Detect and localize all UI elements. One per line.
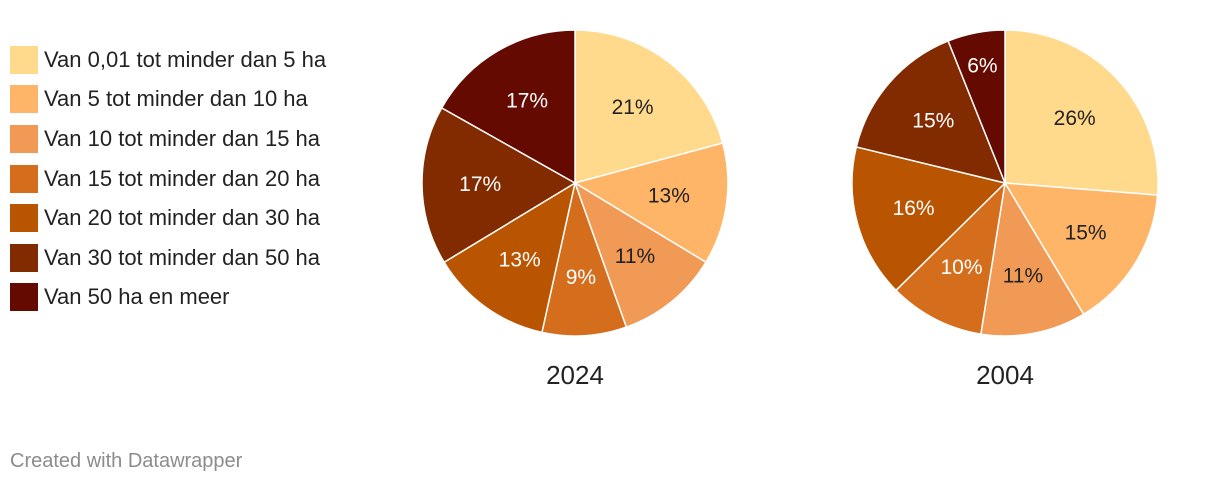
data-label: 17%	[459, 173, 501, 196]
pie-slice	[573, 142, 729, 264]
data-label: 6%	[967, 54, 997, 77]
data-label: 26%	[1054, 107, 1096, 130]
pie-slice	[443, 181, 577, 334]
pie-slice	[440, 29, 576, 185]
pie-slice	[574, 29, 724, 184]
pie-slice	[894, 180, 1007, 335]
legend: Van 0,01 tot minder dan 5 ha Van 5 tot mi…	[10, 40, 326, 317]
legend-swatch	[10, 283, 38, 312]
legend-swatch	[10, 85, 38, 114]
pie-title: 2004	[976, 360, 1034, 390]
legend-item: Van 15 tot minder dan 20 ha	[10, 159, 326, 199]
pie-title: 2024	[546, 360, 604, 390]
pie-slice	[979, 180, 1085, 337]
data-label: 11%	[1003, 265, 1043, 288]
legend-label: Van 10 tot minder dan 15 ha	[44, 125, 321, 151]
legend-label: Van 15 tot minder dan 20 ha	[44, 165, 321, 191]
legend-swatch	[10, 164, 38, 193]
legend-label: Van 0,01 tot minder dan 5 ha	[44, 46, 327, 72]
data-label: 13%	[648, 185, 690, 208]
legend-item: Van 20 tot minder dan 30 ha	[10, 198, 326, 238]
pie-slice	[421, 106, 577, 264]
data-label: 10%	[940, 256, 982, 279]
pie-slice	[1003, 182, 1159, 316]
legend-label: Van 50 ha en meer	[44, 284, 230, 310]
pie-slice	[541, 180, 628, 337]
data-label: 15%	[1065, 222, 1107, 245]
pie-slice	[851, 146, 1007, 292]
legend-item: Van 0,01 tot minder dan 5 ha	[10, 40, 326, 80]
credit-text[interactable]: Created with Datawrapper	[10, 450, 243, 472]
legend-item: Van 5 tot minder dan 10 ha	[10, 80, 326, 120]
pie-slice	[947, 29, 1006, 184]
data-label: 16%	[893, 197, 935, 220]
legend-label: Van 30 tot minder dan 50 ha	[44, 244, 321, 270]
legend-item: Van 50 ha en meer	[10, 278, 326, 318]
legend-swatch	[10, 45, 38, 74]
data-label: 17%	[506, 90, 548, 113]
data-label: 15%	[912, 109, 954, 132]
pie-slice	[573, 181, 707, 329]
data-label: 13%	[499, 249, 541, 272]
data-label: 11%	[615, 245, 655, 268]
legend-swatch	[10, 124, 38, 153]
legend-label: Van 5 tot minder dan 10 ha	[44, 86, 308, 112]
pie-2024: 21% 13% 11% 9% 13% 17% 17% 2024	[421, 29, 729, 390]
legend-label: Van 20 tot minder dan 30 ha	[44, 205, 321, 231]
data-label: 9%	[566, 266, 596, 289]
pie-2004: 26% 15% 11% 10% 16% 15% 6% 2004	[851, 29, 1159, 390]
legend-item: Van 30 tot minder dan 50 ha	[10, 238, 326, 278]
legend-swatch	[10, 243, 38, 272]
data-label: 21%	[612, 96, 654, 119]
pie-slice	[1004, 29, 1159, 196]
legend-swatch	[10, 204, 38, 233]
legend-item: Van 10 tot minder dan 15 ha	[10, 119, 326, 159]
pie-slice	[855, 39, 1007, 185]
